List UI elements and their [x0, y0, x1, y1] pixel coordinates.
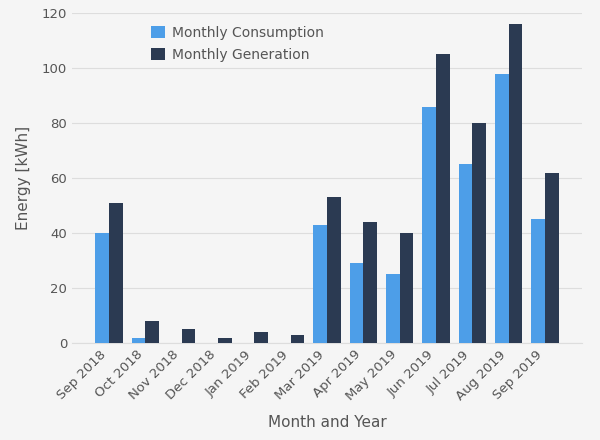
- Y-axis label: Energy [kWh]: Energy [kWh]: [16, 126, 31, 230]
- Bar: [436, 55, 450, 343]
- Bar: [400, 233, 413, 343]
- Bar: [313, 225, 327, 343]
- Bar: [509, 24, 523, 343]
- Bar: [422, 107, 436, 343]
- Bar: [545, 172, 559, 343]
- Bar: [350, 264, 364, 343]
- Bar: [109, 203, 123, 343]
- Bar: [531, 220, 545, 343]
- Bar: [145, 321, 159, 343]
- Bar: [327, 198, 341, 343]
- Bar: [182, 330, 196, 343]
- X-axis label: Month and Year: Month and Year: [268, 414, 386, 429]
- Bar: [472, 123, 486, 343]
- Bar: [218, 338, 232, 343]
- Bar: [254, 332, 268, 343]
- Bar: [386, 275, 400, 343]
- Bar: [290, 335, 304, 343]
- Legend: Monthly Consumption, Monthly Generation: Monthly Consumption, Monthly Generation: [145, 20, 329, 68]
- Bar: [95, 233, 109, 343]
- Bar: [364, 222, 377, 343]
- Bar: [131, 338, 145, 343]
- Bar: [458, 165, 472, 343]
- Bar: [495, 73, 509, 343]
